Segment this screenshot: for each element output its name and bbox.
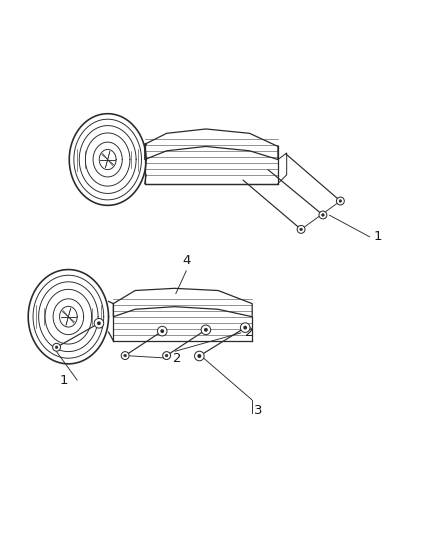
Circle shape [319, 211, 327, 219]
Text: 2: 2 [245, 326, 254, 340]
Circle shape [121, 352, 129, 359]
Text: 3: 3 [254, 404, 262, 417]
Text: 2: 2 [173, 352, 182, 365]
Circle shape [240, 323, 250, 333]
Circle shape [124, 354, 127, 357]
Circle shape [53, 343, 60, 351]
Circle shape [201, 325, 211, 335]
Circle shape [300, 228, 303, 231]
Circle shape [194, 351, 204, 361]
Circle shape [55, 346, 58, 349]
Circle shape [160, 329, 164, 333]
Circle shape [195, 352, 203, 360]
Circle shape [157, 326, 167, 336]
Circle shape [94, 318, 104, 328]
Circle shape [336, 197, 344, 205]
Text: 1: 1 [60, 374, 68, 386]
Circle shape [321, 214, 324, 216]
Circle shape [243, 326, 247, 329]
Circle shape [297, 225, 305, 233]
Circle shape [162, 352, 170, 359]
Text: 4: 4 [182, 254, 190, 266]
Circle shape [204, 328, 208, 332]
Circle shape [339, 200, 342, 203]
Circle shape [97, 321, 101, 325]
Circle shape [165, 354, 168, 357]
Text: 1: 1 [374, 230, 382, 243]
Circle shape [198, 354, 201, 358]
Circle shape [198, 354, 201, 358]
